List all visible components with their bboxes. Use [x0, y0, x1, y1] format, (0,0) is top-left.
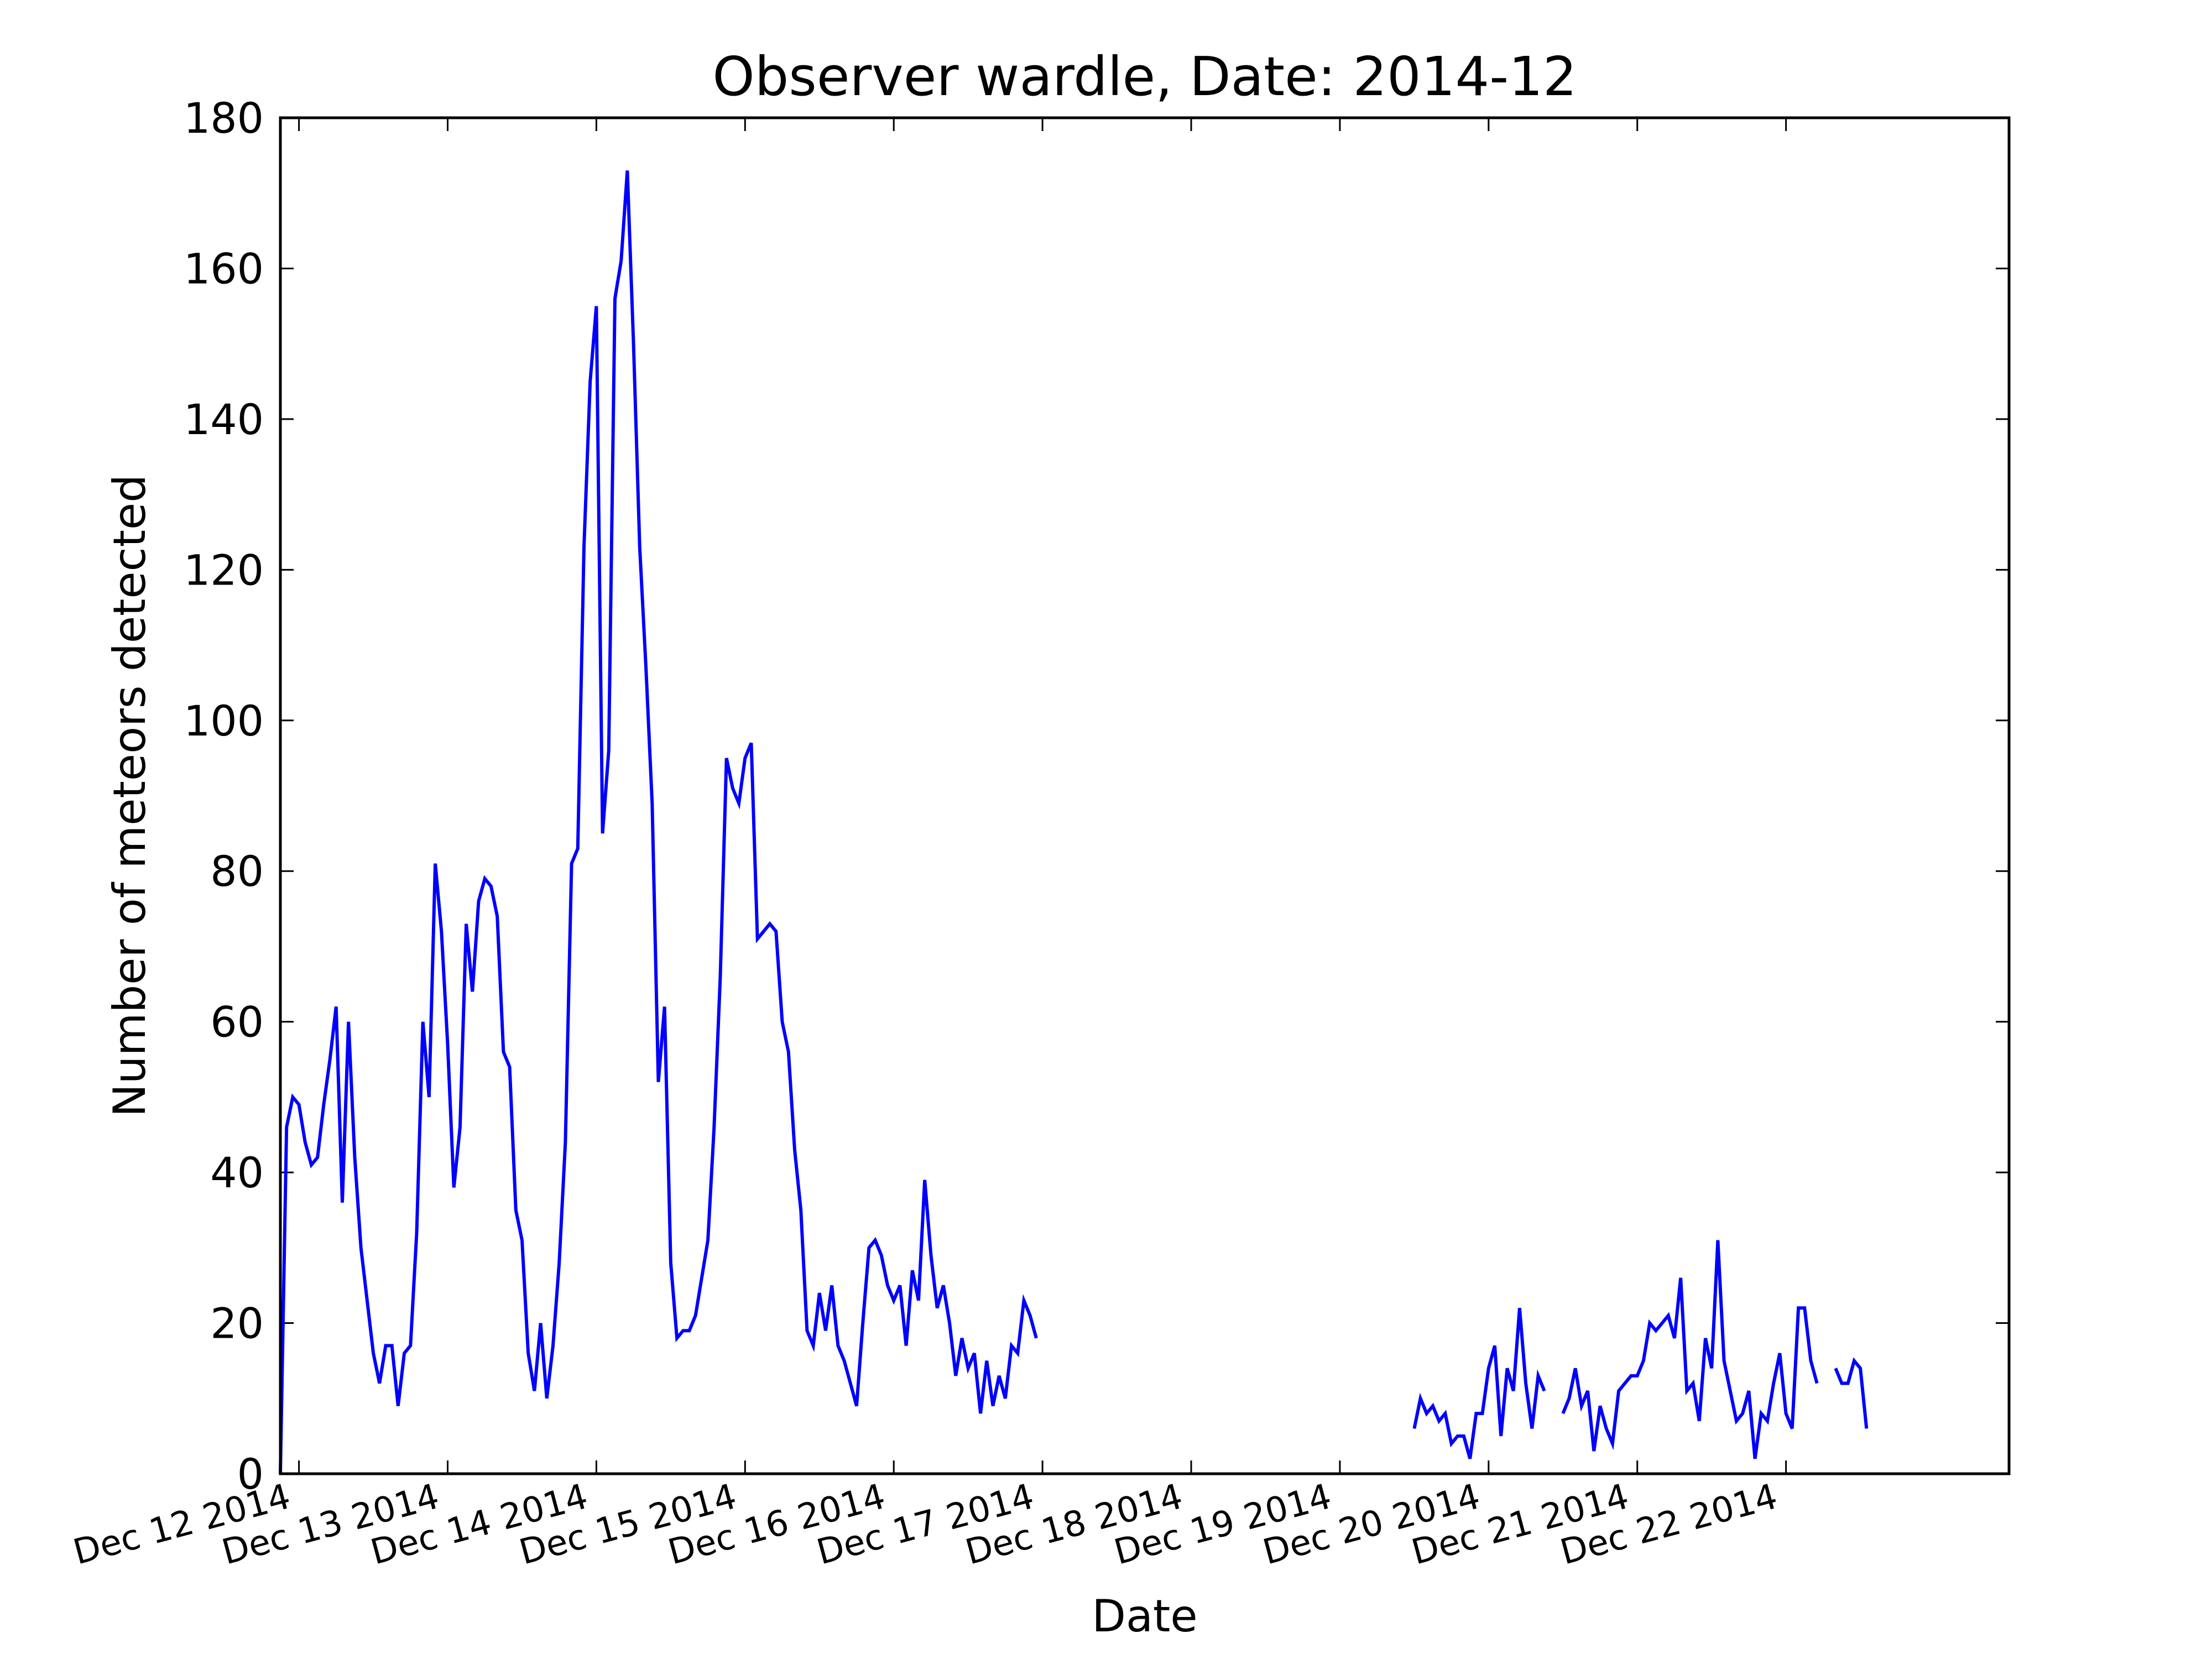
- y-tick-label: 140: [184, 395, 264, 444]
- y-tick-label: 120: [184, 545, 264, 594]
- y-tick-label: 80: [210, 847, 264, 896]
- y-tick-label: 60: [210, 998, 264, 1047]
- series-lines: [279, 170, 1869, 1474]
- y-tick-label: 40: [210, 1148, 264, 1197]
- series-line-segment: [279, 170, 1038, 1474]
- y-tick-label: 0: [237, 1449, 264, 1499]
- series-line-segment: [1834, 1357, 1869, 1429]
- series-line-segment: [1561, 1240, 1819, 1459]
- y-tick-label: 180: [184, 93, 264, 143]
- y-axis-ticks: 0 20 40 60 80 100 120 140 160 180: [184, 93, 2009, 1499]
- y-tick-label: 160: [184, 244, 264, 293]
- plot-area-frame: [279, 116, 2011, 1475]
- y-tick-label: 100: [184, 696, 264, 745]
- series-line-segment: [1412, 1308, 1546, 1459]
- y-tick-label: 20: [210, 1299, 264, 1348]
- y-axis-label: Number of meteors detected: [104, 474, 155, 1117]
- x-axis-label: Date: [1092, 1590, 1197, 1642]
- chart-title: Observer wardle, Date: 2014-12: [712, 45, 1577, 108]
